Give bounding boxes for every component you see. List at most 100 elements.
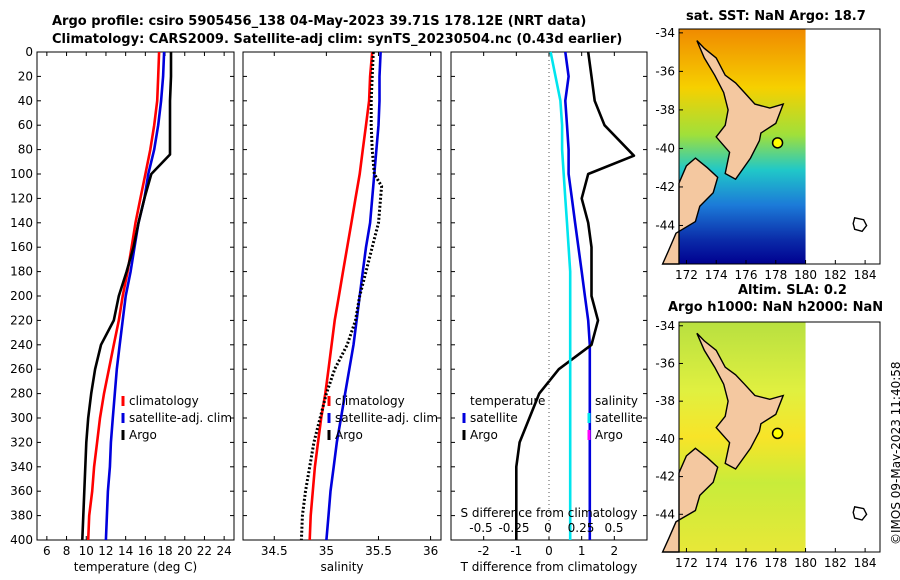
map-ytick-label: -42 [655,470,675,484]
difference-xlabel: T difference from climatology [460,560,638,574]
map-xtick-label: 178 [764,556,787,570]
sst-map-title: sat. SST: NaN Argo: 18.7 [686,9,866,24]
salinity-panel [242,51,442,541]
diff-s-tick-label: -0.25 [498,521,529,535]
difference-series-t-satellite [563,51,592,540]
difference-xtick-label: -1 [510,544,522,558]
depth-tick-label: 300 [10,411,33,425]
temperature-xtick-label: 6 [43,544,51,558]
temperature-series-satellite-adj-clim [104,51,166,541]
map-xtick-label: 176 [735,268,758,282]
salinity-series-climatology [308,51,374,541]
diff-legend-right-label: Argo [595,428,623,442]
map-ytick-label: -40 [655,432,675,446]
map-ytick-label: -34 [655,319,675,333]
salinity-legend-label: satellite-adj. clim [335,411,438,425]
map-xtick-label: 174 [705,556,728,570]
salinity-xtick-label: 35 [319,544,334,558]
temperature-xtick-label: 12 [98,544,113,558]
temperature-legend-label: satellite-adj. clim [129,411,232,425]
difference-panel [450,51,648,541]
temperature-xtick-label: 24 [217,544,232,558]
map-xtick-label: 182 [824,268,847,282]
depth-tick-label: 200 [10,289,33,303]
temperature-legend-label: climatology [129,394,199,408]
diff-legend-right-label: satellite [595,411,643,425]
depth-tick-label: 60 [18,118,33,132]
depth-tick-label: 20 [18,69,33,83]
salinity-xtick-label: 35.5 [365,544,392,558]
depth-tick-label: 240 [10,338,33,352]
map-0 [661,28,881,265]
temperature-xtick-label: 18 [157,544,172,558]
north-island [696,332,785,470]
temperature-panel [36,51,235,541]
chatham-islands [852,216,868,233]
depth-tick-label: 160 [10,240,33,254]
map-xtick-label: 172 [675,556,698,570]
map-ytick-label: -44 [655,507,675,521]
map-ytick-label: -40 [655,141,675,155]
map-xtick-label: 174 [705,268,728,282]
salinity-legend-label: climatology [335,394,405,408]
diff-legend-right-label: salinity [595,394,638,408]
diff-legend-left-label: temperature [470,394,545,408]
map-ytick-label: -34 [655,26,675,40]
temperature-xtick-label: 10 [79,544,94,558]
temperature-xtick-label: 16 [138,544,153,558]
depth-tick-label: 400 [10,533,33,547]
north-island [696,40,785,181]
temperature-legend-label: Argo [129,428,157,442]
imos-timestamp: ©IMOS 09-May-2023 11:40:58 [889,361,900,545]
chart-title-line1: Argo profile: csiro 5905456_138 04-May-2… [52,14,587,29]
difference-series-s-satellite [549,51,572,540]
difference-xtick-label: 2 [611,544,619,558]
diff-legend-left-label: Argo [470,428,498,442]
difference-xtick-label: -2 [478,544,490,558]
diff-s-tick-label: 0.25 [568,521,595,535]
depth-tick-label: 100 [10,167,33,181]
map-ytick-label: -44 [655,218,675,232]
temperature-series-climatology [86,51,161,541]
salinity-legend-label: Argo [335,428,363,442]
map-frame [678,321,881,553]
diff-s-tick-label: 0 [544,521,552,535]
map-ytick-label: -38 [655,394,675,408]
argo-position-marker [771,137,784,149]
map-xtick-label: 176 [735,556,758,570]
map-xtick-label: 184 [854,268,877,282]
map-xtick-label: 180 [794,556,817,570]
sla-map-title-line2: Argo h1000: NaN h2000: NaN [668,300,884,315]
depth-tick-label: 380 [10,509,33,523]
depth-tick-label: 180 [10,265,33,279]
map-xtick-label: 172 [675,268,698,282]
argo-position-marker [771,427,784,440]
map-xtick-label: 178 [764,268,787,282]
map-1 [661,321,881,553]
diff-s-tick-label: -0.5 [469,521,492,535]
salinity-frame [242,51,442,541]
diff-legend-left-label: satellite [470,411,518,425]
depth-tick-label: 320 [10,435,33,449]
salinity-xtick-label: 34.5 [261,544,288,558]
difference-xtick-label: 1 [578,544,586,558]
map-ytick-label: -36 [655,64,675,78]
temperature-xlabel: temperature (deg C) [74,560,197,574]
depth-tick-label: 140 [10,216,33,230]
depth-tick-label: 80 [18,143,33,157]
map-ytick-label: -42 [655,180,675,194]
depth-tick-label: 280 [10,387,33,401]
depth-tick-label: 360 [10,484,33,498]
temperature-xtick-label: 8 [63,544,71,558]
depth-tick-label: 120 [10,191,33,205]
temperature-xtick-label: 20 [177,544,192,558]
sla-map-title-line1: Altim. SLA: 0.2 [738,283,847,298]
diff-s-axis-label: S difference from climatology [461,506,638,520]
chatham-islands [852,505,868,521]
depth-tick-label: 40 [18,94,33,108]
temperature-frame [36,51,235,541]
temperature-xtick-label: 22 [197,544,212,558]
map-ytick-label: -38 [655,103,675,117]
difference-xtick-label: 0 [545,544,553,558]
